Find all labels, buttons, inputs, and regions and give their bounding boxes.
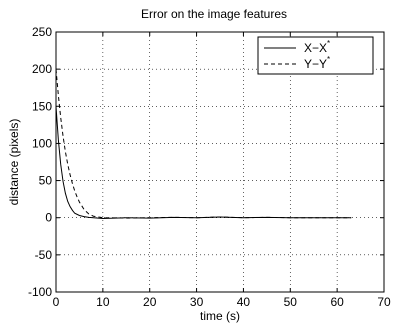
legend-label-2: Y−Y* xyxy=(304,55,330,71)
y-axis-label: distance (pixels) xyxy=(7,119,21,206)
y-tick-label: 200 xyxy=(32,62,52,76)
legend-box xyxy=(257,36,374,75)
y-tick-label: -100 xyxy=(28,285,52,299)
y-tick-label: 100 xyxy=(32,136,52,150)
y-tick-label: 150 xyxy=(32,99,52,113)
x-tick-label: 30 xyxy=(190,295,204,309)
axis-ticks: 0 10 20 30 40 50 60 70 -100 -50 0 50 100 150 200 250 xyxy=(28,25,391,309)
y-tick-label: 0 xyxy=(45,211,52,225)
y-tick-label: 250 xyxy=(32,25,52,39)
plot-frame xyxy=(55,31,385,293)
x-tick-label: 60 xyxy=(330,295,344,309)
x-tick-label: 0 xyxy=(53,295,60,309)
chart-title: Error on the image features xyxy=(141,7,287,21)
x-axis-label: time (s) xyxy=(200,309,240,323)
x-tick-label: 10 xyxy=(96,295,110,309)
x-tick-label: 40 xyxy=(237,295,251,309)
y-tick-label: 50 xyxy=(39,174,53,188)
x-tick-label: 70 xyxy=(377,295,391,309)
x-tick-label: 50 xyxy=(284,295,298,309)
y-tick-label: -50 xyxy=(35,248,53,262)
x-tick-label: 20 xyxy=(143,295,157,309)
series-layer xyxy=(55,69,352,219)
series-line-2 xyxy=(55,69,352,219)
grid-lines xyxy=(56,32,384,292)
legend-label-1: X−X* xyxy=(304,39,330,55)
legend: X−X*Y−Y* xyxy=(257,36,374,75)
